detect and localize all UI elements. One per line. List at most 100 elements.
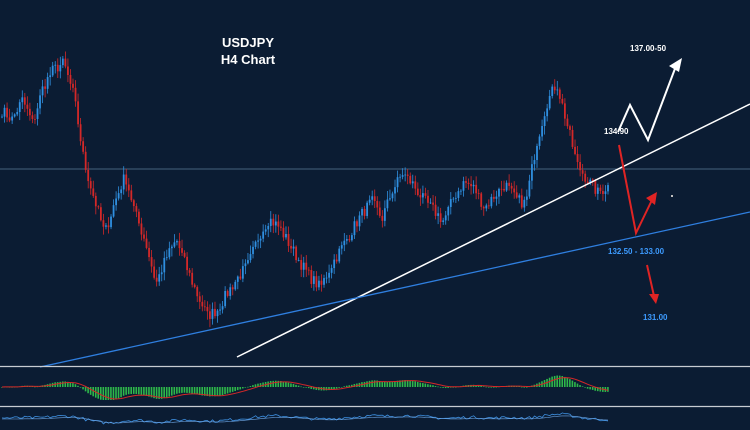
candle-body	[247, 260, 249, 264]
candle-body	[361, 208, 363, 216]
histogram-bar	[444, 387, 447, 389]
histogram-bar	[181, 387, 183, 393]
histogram-bar	[158, 387, 160, 399]
histogram-bar	[373, 380, 376, 387]
candle-body	[510, 185, 513, 189]
histogram-bar	[1, 387, 3, 388]
candle-body	[274, 221, 277, 226]
histogram-bar	[107, 387, 110, 400]
candle-body	[94, 195, 97, 207]
histogram-bar	[338, 387, 340, 388]
histogram-bar	[226, 387, 229, 394]
histogram-bar	[310, 387, 313, 389]
candle-body	[173, 242, 176, 247]
projection-down-path	[618, 144, 653, 237]
candle-body	[13, 114, 16, 117]
histogram-bar	[221, 387, 224, 396]
histogram-bar	[523, 387, 526, 388]
chart-subtitle: H4 Chart	[221, 52, 276, 67]
candle-body	[231, 287, 234, 290]
histogram-bar	[254, 384, 257, 387]
candle-body	[59, 65, 62, 72]
histogram-bar	[84, 387, 87, 392]
candle-body	[444, 215, 447, 221]
histogram-bar	[214, 387, 216, 397]
candle-body	[56, 64, 59, 72]
candle-body	[69, 75, 72, 84]
histogram-bar	[411, 380, 414, 387]
histogram-bar	[112, 387, 115, 400]
histogram-bar	[389, 381, 391, 387]
candle-body	[411, 181, 414, 184]
histogram-bar	[596, 387, 599, 392]
candle-body	[135, 206, 138, 212]
candle-body	[178, 241, 181, 249]
candle-body	[373, 196, 376, 201]
histogram-bar	[196, 387, 198, 395]
candle-body	[571, 129, 574, 147]
candle-body	[424, 193, 427, 196]
histogram-bar	[170, 387, 173, 396]
candle-body	[163, 257, 166, 273]
candle-body	[315, 276, 318, 288]
histogram-bar	[419, 382, 422, 387]
candle-body	[338, 248, 341, 262]
candle-body	[206, 306, 209, 312]
histogram-bar	[269, 381, 272, 387]
candle-body	[282, 227, 285, 238]
candle-body	[277, 221, 280, 227]
candle-body	[460, 190, 462, 192]
candle-body	[548, 95, 551, 109]
candle-body	[449, 199, 452, 207]
candle-body	[467, 182, 470, 184]
histogram-bar	[163, 387, 165, 399]
histogram-bar	[424, 383, 427, 387]
histogram-bar	[556, 375, 558, 387]
histogram-bar	[247, 386, 249, 388]
histogram-bar	[432, 385, 434, 387]
candle-body	[325, 277, 328, 279]
histogram-bar	[87, 387, 89, 394]
candle-body	[262, 231, 265, 239]
candle-body	[67, 66, 69, 76]
candle-body	[538, 136, 541, 146]
histogram-bar	[209, 387, 211, 397]
candle-body	[269, 218, 272, 226]
candle-body	[490, 196, 493, 207]
candle-body	[363, 208, 366, 216]
candle-body	[546, 108, 549, 117]
histogram-bar	[117, 387, 120, 399]
candle-body	[520, 195, 523, 208]
candle-body	[1, 116, 3, 118]
candle-body	[18, 102, 21, 112]
histogram-bar	[548, 377, 551, 387]
candle-body	[419, 195, 422, 198]
histogram-bar	[280, 381, 282, 387]
candle-body	[193, 284, 196, 288]
candle-body	[485, 205, 488, 209]
candle-body	[11, 116, 14, 121]
candle-body	[452, 198, 455, 200]
histogram-bar	[231, 387, 234, 392]
candle-body	[416, 188, 419, 196]
histogram-bar	[244, 387, 247, 388]
histogram-bar	[274, 380, 277, 387]
candle-body	[6, 107, 8, 118]
trendline-primary	[236, 103, 750, 358]
histogram-bar	[241, 387, 244, 389]
candle-body	[487, 205, 490, 207]
candle-body	[477, 193, 480, 195]
candle-body	[351, 235, 353, 241]
histogram-bar	[477, 385, 480, 387]
projection-up-arrowhead	[669, 58, 682, 72]
histogram-bar	[67, 381, 69, 387]
histogram-bar	[487, 387, 490, 388]
candle-body	[186, 256, 188, 271]
candle-body	[330, 268, 333, 273]
projection-up-path	[617, 65, 677, 143]
histogram-bar	[92, 387, 94, 397]
histogram-bar	[399, 380, 401, 387]
candle-body	[462, 181, 465, 191]
candle-body	[396, 177, 399, 188]
annotation-support-zone: 132.50 - 133.00	[608, 247, 665, 256]
